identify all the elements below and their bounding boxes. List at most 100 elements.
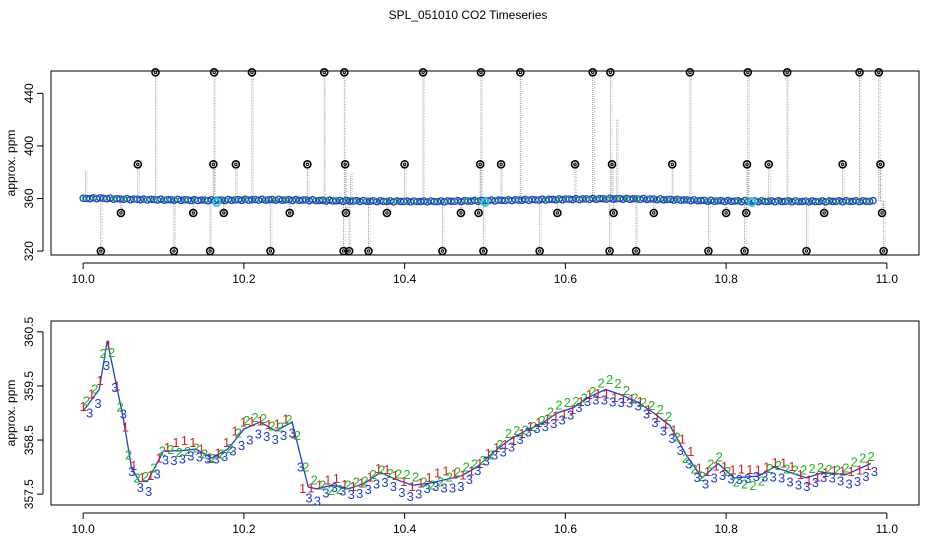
outlier-point <box>288 211 292 215</box>
channel-1-point: 1 <box>105 337 112 352</box>
co2-baseline-point <box>81 195 88 202</box>
channel-3-point: 3 <box>862 469 869 484</box>
channel-2-point: 2 <box>741 477 748 492</box>
co2-baseline-point <box>403 198 410 204</box>
channel-2-point: 2 <box>513 423 520 438</box>
channel-1-point: 1 <box>704 464 711 479</box>
co2-baseline-point <box>734 197 741 204</box>
co2-baseline-point <box>242 196 249 203</box>
outlier-point <box>570 160 580 169</box>
channel-1-point: 1 <box>738 462 745 477</box>
co2-baseline-point <box>423 198 430 204</box>
outlier-point <box>608 70 613 75</box>
channel-1-point: 1 <box>586 387 593 402</box>
channel-1-point: 1 <box>274 417 281 432</box>
channel-1-point: 1 <box>653 410 660 425</box>
channel-3-point: 3 <box>272 432 279 447</box>
channel-3-point: 3 <box>120 406 127 421</box>
channel-1-point: 1 <box>366 469 373 484</box>
outlier-point <box>877 208 887 218</box>
channel-2-point: 2 <box>707 456 714 471</box>
bottom-x-tick-label: 10.4 <box>393 522 417 536</box>
channel-2-point: 2 <box>834 463 841 478</box>
channel-1-point: 1 <box>518 426 525 441</box>
channel-2-point: 2 <box>294 428 301 443</box>
channel-1-point: 1 <box>96 373 103 388</box>
outlier-point <box>880 211 884 215</box>
channel-2-point: 2 <box>682 451 689 466</box>
channel-3-point: 3 <box>575 400 582 415</box>
channel-1-point: 1 <box>88 387 95 402</box>
channel-2-point: 2 <box>530 419 537 434</box>
channel-3-point: 3 <box>111 380 118 395</box>
outlier-point <box>364 246 373 256</box>
outlier-point <box>342 70 347 75</box>
channel-3-point: 3 <box>685 456 692 471</box>
outlier-point <box>819 208 829 218</box>
bottom-x-tick-label: 10.6 <box>554 522 578 536</box>
co2-baseline-point <box>674 196 681 203</box>
bottom-x-tick-label: 10.2 <box>232 522 256 536</box>
channel-1-point: 1 <box>628 391 635 406</box>
outlier-point <box>802 246 811 256</box>
channel-1-point: 1 <box>485 446 492 461</box>
channel-2-point: 2 <box>733 475 740 490</box>
channel-2-point: 2 <box>564 395 571 410</box>
co2-baseline-point <box>132 195 138 202</box>
outlier-point <box>382 208 392 218</box>
outlier-point <box>573 162 577 167</box>
channel-3-point: 3 <box>660 423 667 438</box>
channel-1-point: 1 <box>113 378 120 393</box>
channel-1-point: 1 <box>231 424 238 439</box>
channel-3-point: 3 <box>854 474 861 489</box>
co2-baseline-point <box>624 195 631 202</box>
outlier-point <box>649 208 659 218</box>
channel-1-point: 1 <box>780 455 787 470</box>
channel-1-point: 1 <box>831 463 838 478</box>
channel-2-point: 2 <box>235 425 242 440</box>
bottom-plot-frame <box>50 320 920 506</box>
channel-2-point: 2 <box>783 462 790 477</box>
bottom-x-tick-label: 10.8 <box>714 522 738 536</box>
co2-baseline-point <box>393 198 400 204</box>
channel-1-point: 1 <box>417 476 424 491</box>
outlier-point <box>481 249 486 253</box>
channel-3-point: 3 <box>542 419 549 434</box>
co2-baseline-point <box>302 196 309 203</box>
channel-2-point: 2 <box>631 391 638 406</box>
outlier-point <box>746 70 750 75</box>
channel-3-point: 3 <box>795 477 802 492</box>
channel-1-point: 1 <box>729 462 736 477</box>
channel-3-point: 3 <box>170 453 177 468</box>
channel-2-point: 2 <box>825 462 832 477</box>
channel-3-point: 3 <box>229 443 236 458</box>
channel-3-point: 3 <box>651 415 658 430</box>
outlier-point <box>877 70 881 75</box>
outlier-point <box>767 162 771 167</box>
co2-baseline-point <box>383 197 390 204</box>
channel-1-point: 1 <box>426 470 433 485</box>
channel-1-point: 1 <box>155 451 162 466</box>
co2-baseline-point <box>343 197 349 204</box>
outlier-point <box>476 68 486 77</box>
channel-1-point: 1 <box>636 394 643 409</box>
outlier-point <box>881 249 886 253</box>
outlier-point <box>652 211 656 215</box>
channel-2-point: 2 <box>319 478 326 493</box>
co2-baseline-point <box>142 196 148 202</box>
channel-2-point: 2 <box>673 430 680 445</box>
channel-3-point: 3 <box>449 481 456 496</box>
channel-2-point: 2 <box>716 450 723 465</box>
channel-1-point: 1 <box>577 394 584 409</box>
channel-1-point: 1 <box>814 469 821 484</box>
channel-2-point: 2 <box>665 409 672 424</box>
channel-3-point: 3 <box>770 470 777 485</box>
channel-1-point: 1 <box>451 466 458 481</box>
outlier-point <box>119 211 123 215</box>
outlier-point <box>743 68 753 77</box>
top-y-axis-title: approx. ppm <box>4 130 18 197</box>
outlier-point <box>537 249 542 253</box>
channel-1-point: 1 <box>181 433 188 448</box>
channel-3-point: 3 <box>297 460 304 475</box>
channel-1-point: 1 <box>712 459 719 474</box>
